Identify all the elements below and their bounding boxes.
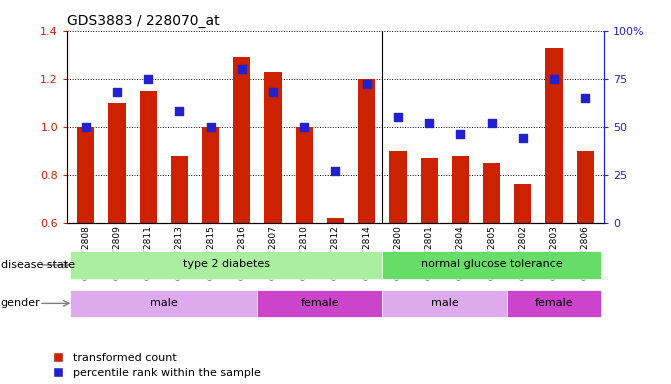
Text: female: female [535, 298, 573, 308]
Bar [140, 91, 157, 223]
Point [236, 66, 247, 72]
Text: gender: gender [1, 298, 40, 308]
Bar [264, 71, 282, 223]
Bar [234, 57, 250, 223]
Bar [358, 79, 375, 223]
Point [174, 108, 185, 114]
Bar [296, 127, 313, 223]
Legend: transformed count, percentile rank within the sample: transformed count, percentile rank withi… [52, 353, 260, 379]
Point [268, 89, 278, 95]
Point [81, 124, 91, 130]
Point [393, 114, 403, 120]
Bar [109, 103, 125, 223]
Bar [171, 156, 188, 223]
Bar [421, 158, 437, 223]
Bar [389, 151, 407, 223]
Point [330, 168, 341, 174]
Bar [258, 290, 382, 317]
Bar [70, 251, 382, 279]
Point [299, 124, 309, 130]
Bar [483, 163, 500, 223]
Point [517, 135, 528, 141]
Bar [546, 48, 562, 223]
Text: type 2 diabetes: type 2 diabetes [183, 259, 270, 269]
Point [362, 81, 372, 88]
Bar [70, 290, 258, 317]
Bar [507, 290, 601, 317]
Bar [452, 156, 469, 223]
Text: male: male [150, 298, 178, 308]
Text: GDS3883 / 228070_at: GDS3883 / 228070_at [67, 14, 219, 28]
Point [111, 89, 122, 95]
Point [205, 124, 216, 130]
Text: disease state: disease state [1, 260, 74, 270]
Point [486, 120, 497, 126]
Point [455, 131, 466, 137]
Bar [327, 218, 344, 223]
Bar [576, 151, 594, 223]
Bar [382, 290, 507, 317]
Bar [514, 184, 531, 223]
Bar [382, 251, 601, 279]
Text: normal glucose tolerance: normal glucose tolerance [421, 259, 562, 269]
Bar [77, 127, 95, 223]
Bar [202, 127, 219, 223]
Point [580, 95, 590, 101]
Text: female: female [301, 298, 340, 308]
Point [424, 120, 435, 126]
Text: male: male [431, 298, 458, 308]
Point [143, 76, 154, 82]
Point [549, 76, 560, 82]
